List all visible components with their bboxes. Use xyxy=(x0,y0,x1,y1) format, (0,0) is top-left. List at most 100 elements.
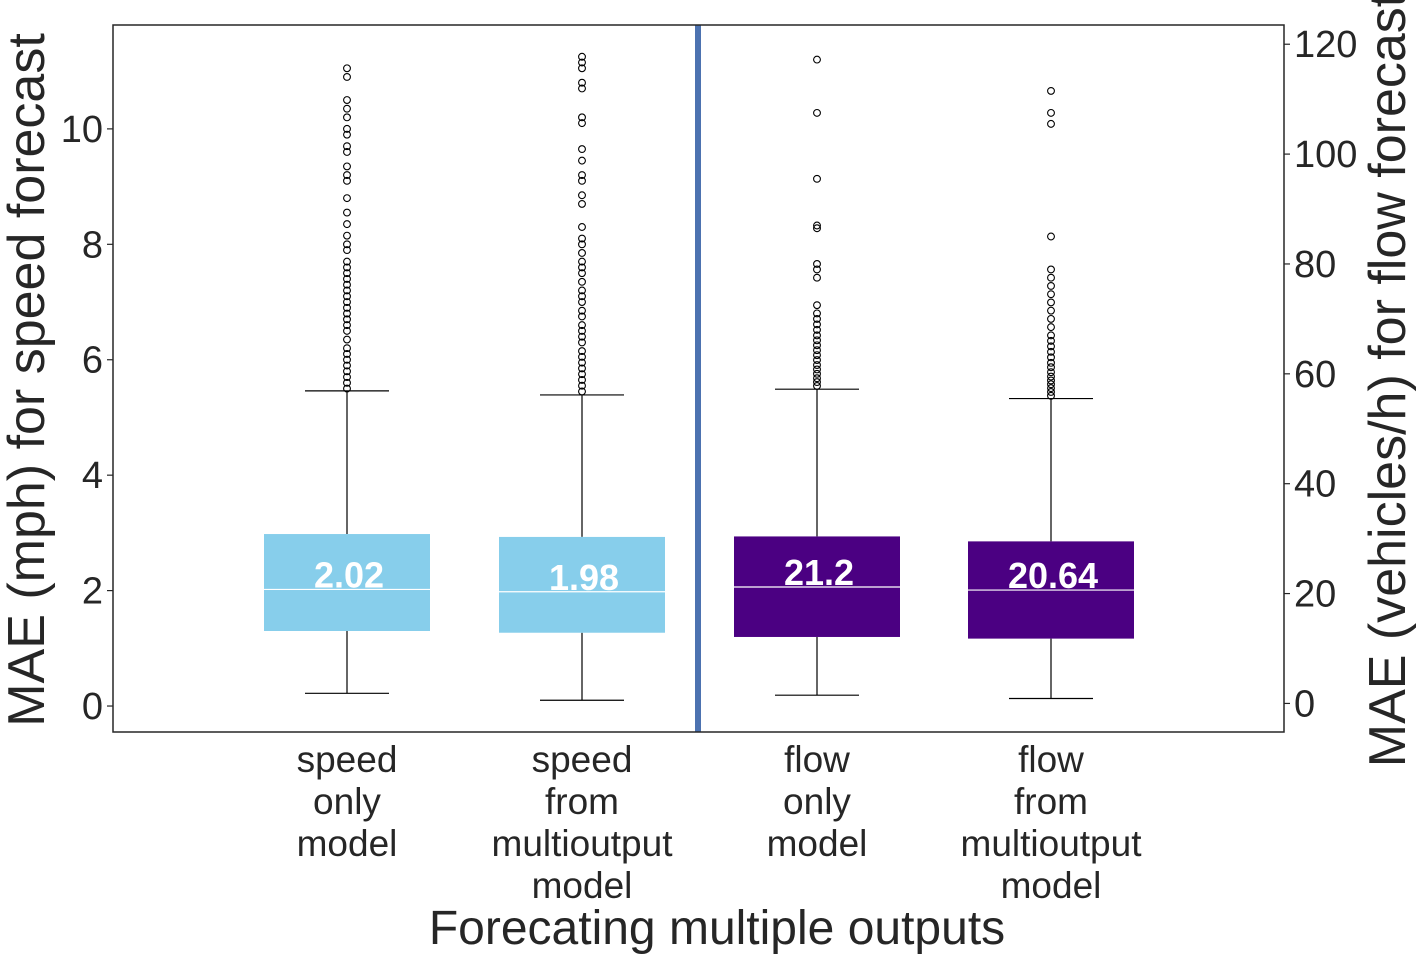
outlier-point xyxy=(813,341,821,350)
category-label-line: multioutput xyxy=(492,823,674,864)
outlier-point xyxy=(1047,391,1055,400)
y-tick-label-right: 20 xyxy=(1294,574,1336,616)
outlier-point xyxy=(813,265,821,274)
box xyxy=(264,534,430,631)
outlier-point xyxy=(343,361,351,370)
outlier-point xyxy=(578,326,586,335)
outlier-point xyxy=(343,72,351,81)
median-value-label: 20.64 xyxy=(1008,555,1098,596)
outlier-point xyxy=(343,292,351,301)
y-tick-label-right: 120 xyxy=(1294,24,1357,66)
outlier-point xyxy=(1047,273,1055,282)
outlier-point xyxy=(578,364,586,373)
outlier-point xyxy=(578,347,586,356)
outlier-point xyxy=(813,55,821,64)
outlier-point xyxy=(813,356,821,365)
outlier-point xyxy=(578,119,586,128)
outlier-point xyxy=(813,301,821,310)
outlier-point xyxy=(343,355,351,364)
outlier-point xyxy=(343,286,351,295)
outlier-point xyxy=(813,374,821,383)
outlier-point xyxy=(578,52,586,61)
outlier-point xyxy=(343,309,351,318)
outlier-point xyxy=(813,325,821,334)
outlier-point xyxy=(578,338,586,347)
outlier-point xyxy=(343,130,351,139)
median-value-label: 2.02 xyxy=(314,554,384,595)
outlier-point xyxy=(578,84,586,93)
y-tick-label-right: 100 xyxy=(1294,134,1357,176)
outlier-point xyxy=(343,378,351,387)
outlier-point xyxy=(343,240,351,249)
category-label-line: model xyxy=(297,823,398,864)
outlier-point xyxy=(1047,353,1055,362)
outlier-point xyxy=(1047,372,1055,381)
outlier-point xyxy=(343,321,351,330)
outlier-point xyxy=(578,263,586,272)
outlier-point xyxy=(578,332,586,341)
outlier-point xyxy=(578,64,586,73)
outlier-point xyxy=(1047,119,1055,128)
outlier-point xyxy=(813,378,821,387)
box xyxy=(499,536,665,633)
outlier-point xyxy=(1047,380,1055,389)
outlier-point xyxy=(343,367,351,376)
outlier-point xyxy=(813,273,821,282)
outlier-point xyxy=(343,176,351,185)
outlier-point xyxy=(343,335,351,344)
y-tick-label-right: 0 xyxy=(1294,683,1315,725)
outlier-point xyxy=(813,314,821,323)
outlier-point xyxy=(343,231,351,240)
outlier-point xyxy=(813,309,821,318)
outlier-point xyxy=(343,148,351,156)
median-value-label: 21.2 xyxy=(784,552,854,593)
y-tick-label-left: 8 xyxy=(82,224,103,266)
outlier-point xyxy=(813,351,821,360)
category-label-line: flow xyxy=(1018,739,1084,780)
outlier-point xyxy=(578,240,586,249)
outlier-point xyxy=(578,352,586,361)
outlier-point xyxy=(813,260,821,268)
outlier-point xyxy=(343,113,351,122)
category-label-line: only xyxy=(313,781,381,822)
outlier-point xyxy=(1047,290,1055,299)
category-label-line: from xyxy=(545,781,619,822)
outlier-point xyxy=(813,174,821,183)
outlier-point xyxy=(1047,314,1055,323)
outlier-point xyxy=(813,365,821,374)
outlier-point xyxy=(578,156,586,165)
median-value-label: 1.98 xyxy=(549,557,619,598)
outlier-point xyxy=(343,315,351,324)
outlier-point xyxy=(1047,232,1055,241)
outlier-point xyxy=(343,220,351,229)
outlier-point xyxy=(578,277,586,286)
outlier-point xyxy=(813,369,821,378)
outlier-point xyxy=(1047,368,1055,377)
outlier-point xyxy=(578,113,586,122)
category-label-line: model xyxy=(532,865,633,906)
outlier-point xyxy=(1047,281,1055,290)
y-axis-title-left: MAE (mph) for speed forecast xyxy=(0,33,56,727)
plot-layer: 2.02 1.98 21.2 20.64 xyxy=(264,25,1134,732)
category-label-line: speed xyxy=(297,739,398,780)
category-label-line: speed xyxy=(532,739,633,780)
y-axis-title-right: MAE (vehicles/h) for flow forecast xyxy=(1359,0,1417,767)
outlier-point xyxy=(578,321,586,330)
outlier-point xyxy=(813,361,821,369)
outlier-point xyxy=(578,286,586,295)
outlier-point xyxy=(578,249,586,257)
outlier-point xyxy=(343,208,351,217)
outlier-point xyxy=(578,370,586,379)
outlier-point xyxy=(1047,323,1055,332)
outlier-point xyxy=(1047,108,1055,117)
outlier-point xyxy=(343,142,351,151)
outlier-point xyxy=(578,381,586,390)
category-label-line: only xyxy=(783,781,851,822)
outlier-point xyxy=(1047,342,1055,351)
outlier-point xyxy=(343,269,351,278)
outlier-point xyxy=(813,320,821,329)
outlier-point xyxy=(578,375,586,384)
category-label: flow only model xyxy=(767,739,868,864)
